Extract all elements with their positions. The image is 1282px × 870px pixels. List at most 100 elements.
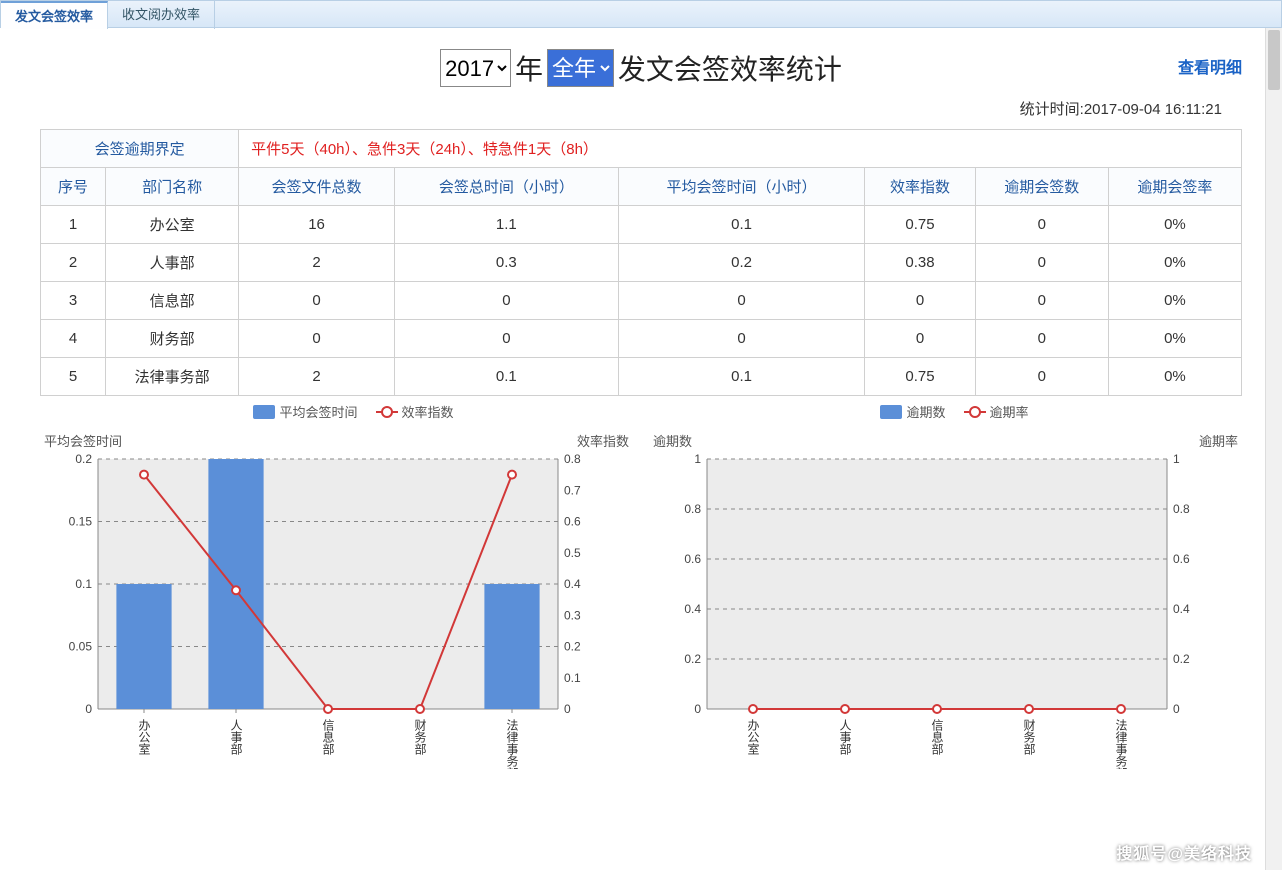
table-row: 2人事部20.30.20.3800%	[41, 244, 1242, 282]
svg-text:办公室: 办公室	[137, 718, 151, 755]
year-suffix: 年	[515, 54, 543, 85]
svg-text:0.2: 0.2	[1173, 652, 1190, 666]
stats-table: 会签逾期界定 平件5天（40h）、急件3天（24h）、特急件1天（8h） 序号部…	[40, 129, 1242, 396]
svg-text:信息部: 信息部	[321, 719, 335, 755]
svg-text:0.5: 0.5	[564, 546, 581, 560]
table-cell: 0	[975, 282, 1108, 320]
svg-text:人事部: 人事部	[838, 719, 852, 755]
table-cell: 0%	[1108, 320, 1241, 358]
tab-outgoing-efficiency[interactable]: 发文会签效率	[1, 1, 108, 29]
table-cell: 0	[865, 320, 975, 358]
chart-right-y2label: 逾期率	[1199, 431, 1238, 450]
table-cell: 0%	[1108, 358, 1241, 396]
svg-text:财务部: 财务部	[1022, 719, 1036, 755]
table-header-row: 序号部门名称会签文件总数会签总时间（小时）平均会签时间（小时）效率指数逾期会签数…	[41, 168, 1242, 206]
table-cell: 信息部	[106, 282, 239, 320]
table-cell: 0	[394, 282, 618, 320]
svg-text:人事部: 人事部	[229, 719, 243, 755]
table-col-header: 逾期会签率	[1108, 168, 1241, 206]
table-cell: 人事部	[106, 244, 239, 282]
table-cell: 0.1	[394, 358, 618, 396]
table-col-header: 会签文件总数	[239, 168, 395, 206]
svg-text:0.05: 0.05	[69, 640, 93, 654]
svg-text:0.1: 0.1	[564, 671, 581, 685]
table-cell: 0	[975, 244, 1108, 282]
table-cell: 2	[41, 244, 106, 282]
chart-right-wrap: 逾期数 逾期率 00.20.40.60.8100.20.40.60.81办公室人…	[653, 431, 1238, 769]
scrollbar-thumb[interactable]	[1268, 30, 1280, 90]
table-cell: 1	[41, 206, 106, 244]
chart-left-wrap: 平均会签时间 效率指数 00.050.10.150.200.10.20.30.4…	[44, 431, 629, 769]
chart-right-ylabel: 逾期数	[653, 431, 692, 450]
table-row: 5法律事务部20.10.10.7500%	[41, 358, 1242, 396]
svg-text:0.2: 0.2	[564, 640, 581, 654]
watermark: 搜狐号@美络科技	[1116, 840, 1252, 864]
view-detail-link[interactable]: 查看明细	[1178, 54, 1242, 78]
svg-text:0.7: 0.7	[564, 483, 581, 497]
title-suffix: 发文会签效率统计	[618, 54, 842, 85]
svg-text:0.8: 0.8	[684, 502, 701, 516]
table-cell: 法律事务部	[106, 358, 239, 396]
table-col-header: 平均会签时间（小时）	[618, 168, 865, 206]
table-cell: 5	[41, 358, 106, 396]
tab-bar: 发文会签效率 收文阅办效率	[0, 0, 1282, 28]
table-cell: 0	[239, 320, 395, 358]
table-cell: 0.75	[865, 358, 975, 396]
svg-text:0.8: 0.8	[1173, 502, 1190, 516]
table-col-header: 效率指数	[865, 168, 975, 206]
svg-text:1: 1	[1173, 452, 1180, 466]
year-select[interactable]: 2017	[440, 49, 511, 87]
table-col-header: 序号	[41, 168, 106, 206]
table-cell: 0.1	[618, 358, 865, 396]
legend-bar-label: 平均会签时间	[279, 402, 357, 421]
stats-time: 统计时间:2017-09-04 16:11:21	[40, 98, 1222, 119]
table-cell: 0.3	[394, 244, 618, 282]
svg-text:0: 0	[85, 702, 92, 716]
svg-text:0.3: 0.3	[564, 608, 581, 622]
table-cell: 1.1	[394, 206, 618, 244]
svg-text:0.8: 0.8	[564, 452, 581, 466]
definition-value: 平件5天（40h）、急件3天（24h）、特急件1天（8h）	[239, 130, 1242, 168]
table-row: 4财务部000000%	[41, 320, 1242, 358]
svg-text:0.2: 0.2	[75, 452, 92, 466]
period-select[interactable]: 全年	[547, 49, 614, 87]
svg-text:0: 0	[564, 702, 571, 716]
legend-row: 平均会签时间 效率指数 逾期数 逾期率	[40, 402, 1242, 421]
svg-text:0.4: 0.4	[684, 602, 701, 616]
table-col-header: 部门名称	[106, 168, 239, 206]
legend-left: 平均会签时间 效率指数	[247, 402, 459, 421]
svg-text:0.4: 0.4	[564, 577, 581, 591]
table-cell: 0	[394, 320, 618, 358]
table-cell: 0	[975, 358, 1108, 396]
legend-line-icon	[964, 411, 986, 413]
table-row: 1办公室161.10.10.7500%	[41, 206, 1242, 244]
table-cell: 3	[41, 282, 106, 320]
table-col-header: 会签总时间（小时）	[394, 168, 618, 206]
chart-left-y2label: 效率指数	[577, 431, 629, 450]
table-cell: 0%	[1108, 244, 1241, 282]
legend-line-label: 逾期率	[990, 402, 1029, 421]
legend-right: 逾期数 逾期率	[874, 402, 1034, 421]
tab-incoming-efficiency[interactable]: 收文阅办效率	[108, 1, 215, 29]
table-cell: 办公室	[106, 206, 239, 244]
definition-label: 会签逾期界定	[41, 130, 239, 168]
table-cell: 0	[618, 320, 865, 358]
legend-bar-icon	[880, 405, 902, 419]
vertical-scrollbar[interactable]	[1265, 28, 1282, 870]
legend-bar-label: 逾期数	[906, 402, 945, 421]
chart-right: 00.20.40.60.8100.20.40.60.81办公室人事部信息部财务部…	[653, 449, 1213, 769]
svg-text:0: 0	[694, 702, 701, 716]
svg-text:信息部: 信息部	[930, 719, 944, 755]
legend-bar-icon	[253, 405, 275, 419]
svg-text:0.15: 0.15	[69, 515, 93, 529]
svg-text:0.6: 0.6	[1173, 552, 1190, 566]
table-cell: 0.38	[865, 244, 975, 282]
table-cell: 0.1	[618, 206, 865, 244]
table-cell: 0%	[1108, 282, 1241, 320]
svg-text:0.6: 0.6	[564, 515, 581, 529]
page-title-row: 2017 年 全年 发文会签效率统计 查看明细	[40, 48, 1242, 88]
table-cell: 0	[239, 282, 395, 320]
table-cell: 0.75	[865, 206, 975, 244]
svg-text:办公室: 办公室	[746, 718, 760, 755]
svg-text:0.6: 0.6	[684, 552, 701, 566]
